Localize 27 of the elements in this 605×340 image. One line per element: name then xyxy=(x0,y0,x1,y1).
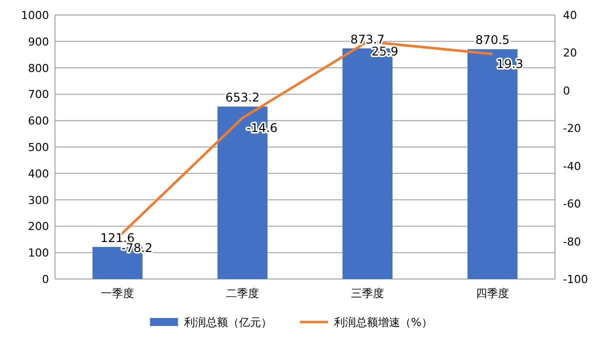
y-tick-label: 400 xyxy=(28,167,49,180)
y2-tick-label: 20 xyxy=(563,46,577,60)
data-label: 653.2 xyxy=(225,90,260,105)
x-tick-label: 一季度 xyxy=(101,287,134,300)
x-tick-label: 四季度 xyxy=(476,287,509,300)
y-tick-label: 200 xyxy=(28,220,49,234)
y2-tick-label: 40 xyxy=(563,9,577,22)
y2-tick-label: 0 xyxy=(563,84,570,98)
y-tick-label: 700 xyxy=(28,88,49,102)
y-tick-label: 800 xyxy=(28,62,49,75)
x-tick-label: 二季度 xyxy=(226,287,259,300)
y2-tick-label: -60 xyxy=(563,198,581,211)
y-tick-label: 500 xyxy=(28,141,49,154)
legend-label: 利润总额增速（%） xyxy=(334,316,432,329)
x-tick-label: 三季度 xyxy=(351,287,384,300)
legend-label: 利润总额（亿元） xyxy=(184,316,272,329)
y2-tick-label: -100 xyxy=(563,273,588,286)
y-tick-label: 900 xyxy=(28,35,49,48)
y-tick-label: 300 xyxy=(28,194,49,207)
y2-tick-label: -80 xyxy=(563,235,581,248)
y-tick-label: 1000 xyxy=(21,9,49,22)
y2-tick-label: -40 xyxy=(563,160,581,173)
y-tick-label: 600 xyxy=(28,114,49,128)
data-label: 870.5 xyxy=(475,33,510,48)
y-tick-label: 100 xyxy=(28,246,49,260)
y2-tick-label: -20 xyxy=(563,122,581,136)
y-tick-label: 0 xyxy=(42,273,49,286)
